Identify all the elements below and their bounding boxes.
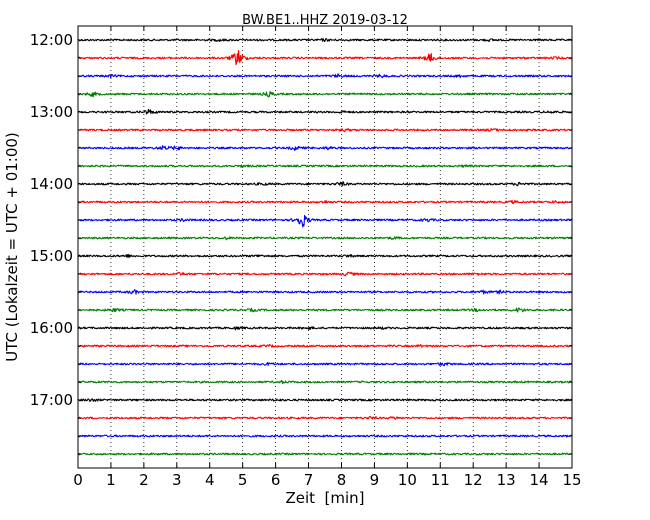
chart-title: BW.BE1..HHZ 2019-03-12 <box>242 13 408 28</box>
x-tick-label: 9 <box>370 471 380 489</box>
x-tick-label: 12 <box>464 471 483 489</box>
seismic-trace <box>77 289 573 295</box>
x-tick-label: 11 <box>431 471 450 489</box>
x-tick-label: 7 <box>304 471 314 489</box>
seismic-trace <box>77 214 573 228</box>
x-tick-label: 2 <box>139 471 149 489</box>
seismic-trace <box>77 254 573 258</box>
x-tick-label: 3 <box>172 471 182 489</box>
x-tick-label: 0 <box>73 471 83 489</box>
x-tick-label: 8 <box>337 471 347 489</box>
trace-group <box>77 38 573 456</box>
y-tick-label: 15:00 <box>30 247 73 265</box>
seismic-trace <box>77 90 573 98</box>
seismic-trace <box>77 108 573 115</box>
seismic-trace <box>77 127 573 133</box>
x-tick-label: 15 <box>562 471 581 489</box>
x-axis-label: Zeit [min] <box>285 489 364 507</box>
seismic-trace <box>77 362 573 367</box>
x-tick-label: 4 <box>205 471 215 489</box>
seismic-trace <box>77 236 573 241</box>
seismic-trace <box>77 326 573 331</box>
seismic-trace <box>77 343 573 348</box>
y-tick-label: 12:00 <box>30 31 73 49</box>
seismic-trace <box>77 271 573 277</box>
y-axis: 12:00 13:00 14:00 15:00 16:00 17:00 <box>30 31 572 455</box>
seismic-trace <box>77 181 573 187</box>
seismic-trace <box>77 164 573 168</box>
seismic-trace <box>77 307 573 313</box>
seismic-trace <box>77 434 573 438</box>
x-tick-label: 6 <box>271 471 281 489</box>
seismic-trace <box>77 50 573 66</box>
y-tick-label: 14:00 <box>30 175 73 193</box>
y-tick-label: 13:00 <box>30 103 73 121</box>
seismic-trace <box>77 199 573 205</box>
seismic-trace <box>77 73 573 79</box>
seismic-trace <box>77 379 573 384</box>
x-tick-label: 1 <box>106 471 116 489</box>
x-axis: 0 1 2 3 4 5 6 7 8 9 10 11 12 13 14 15 <box>73 26 582 489</box>
seismic-trace <box>77 38 573 43</box>
x-tick-label: 10 <box>398 471 417 489</box>
seismic-trace <box>77 415 573 420</box>
plot-frame <box>77 25 573 469</box>
y-tick-label: 17:00 <box>30 391 73 409</box>
seismic-trace <box>77 452 573 456</box>
seismic-trace <box>77 398 573 402</box>
grid-lines <box>110 26 540 468</box>
y-axis-label: UTC (Lokalzeit = UTC + 01:00) <box>3 132 21 362</box>
x-tick-label: 5 <box>238 471 248 489</box>
x-tick-label: 13 <box>497 471 516 489</box>
seismic-trace <box>77 145 573 151</box>
x-tick-label: 14 <box>530 471 549 489</box>
y-tick-label: 16:00 <box>30 319 73 337</box>
